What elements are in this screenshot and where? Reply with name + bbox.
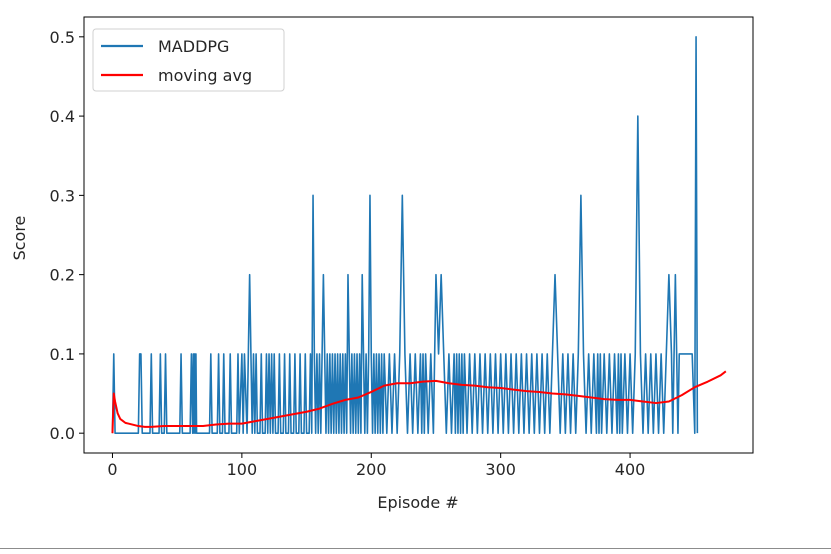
legend-label-moving-avg: moving avg bbox=[158, 66, 252, 85]
y-tick-label: 0.5 bbox=[50, 28, 75, 47]
legend-label-maddpg: MADDPG bbox=[158, 37, 229, 56]
y-tick-label: 0.4 bbox=[50, 107, 75, 126]
bottom-divider bbox=[0, 548, 831, 549]
y-tick-label: 0.0 bbox=[50, 424, 75, 443]
y-axis-label: Score bbox=[10, 216, 29, 261]
x-tick-label: 0 bbox=[107, 460, 117, 479]
series-line-maddpg bbox=[111, 36, 699, 434]
plot-area-border bbox=[83, 16, 754, 454]
y-tick-label: 0.3 bbox=[50, 186, 75, 205]
plot-frame bbox=[83, 16, 754, 454]
series-layer bbox=[111, 36, 727, 434]
series-line-moving-avg bbox=[111, 370, 727, 434]
x-axis-label: Episode # bbox=[377, 493, 458, 512]
x-tick-label: 200 bbox=[356, 460, 387, 479]
x-tick-label: 100 bbox=[227, 460, 258, 479]
legend: MADDPG moving avg bbox=[92, 28, 285, 92]
y-tick-label: 0.2 bbox=[50, 266, 75, 285]
x-tick-label: 300 bbox=[485, 460, 516, 479]
y-tick-label: 0.1 bbox=[50, 345, 75, 364]
ticks-layer: 0 100 200 300 400 0.0 0.1 0.2 0.3 0.4 0.5 bbox=[50, 28, 646, 479]
x-tick-label: 400 bbox=[615, 460, 646, 479]
